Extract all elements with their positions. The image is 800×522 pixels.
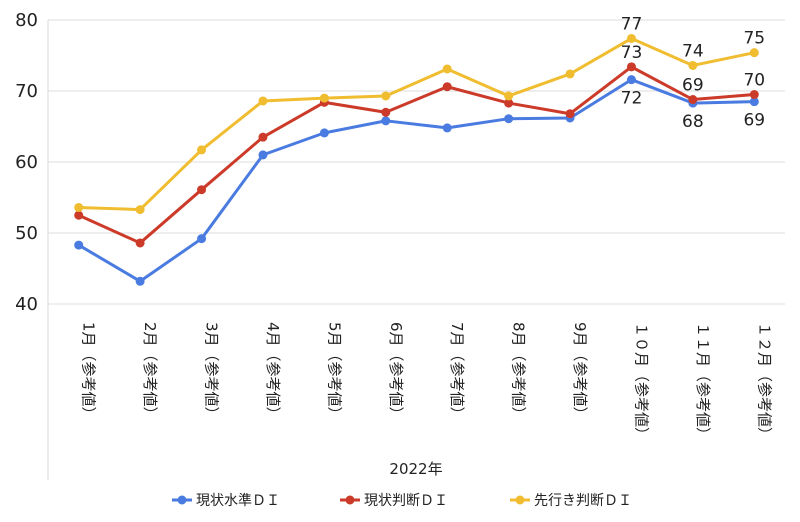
data-point xyxy=(504,98,514,108)
data-point xyxy=(319,128,329,138)
legend-label: 先行き判断ＤＩ xyxy=(534,493,632,509)
legend-item: 現状判断ＤＩ xyxy=(340,493,448,509)
x-tick-label: １２月（参考値） xyxy=(755,322,773,442)
data-point xyxy=(442,123,452,133)
x-tick-label: 3月（参考値） xyxy=(203,322,221,422)
series-3 xyxy=(74,33,759,215)
data-point xyxy=(258,132,268,142)
series-2 xyxy=(74,62,759,248)
y-axis-ticks: 40 50 60 70 80 xyxy=(15,10,38,315)
data-point xyxy=(749,48,759,58)
data-point xyxy=(442,64,452,74)
data-point xyxy=(135,276,145,286)
data-point xyxy=(565,109,575,119)
data-label: 72 xyxy=(621,89,643,109)
legend-item: 現状水準ＤＩ xyxy=(172,493,280,509)
data-point xyxy=(135,238,145,248)
data-point xyxy=(258,96,268,106)
y-tick-label: 80 xyxy=(15,10,38,31)
data-point xyxy=(442,82,452,92)
data-point xyxy=(381,116,391,126)
x-tick-label: 4月（参考値） xyxy=(264,322,282,422)
series-line xyxy=(78,65,755,245)
data-point xyxy=(74,202,84,212)
data-label: 70 xyxy=(743,71,765,91)
x-tick-label: 1月（参考値） xyxy=(80,322,98,422)
data-label: 69 xyxy=(682,76,704,96)
data-point xyxy=(197,145,207,155)
data-point xyxy=(74,240,84,250)
data-label: 73 xyxy=(621,43,643,63)
legend-marker xyxy=(345,495,355,505)
data-label: 68 xyxy=(682,112,704,132)
series-line xyxy=(77,78,755,283)
data-point xyxy=(319,93,329,103)
data-labels: 72 68 69 73 69 70 77 74 75 xyxy=(621,14,765,132)
x-tick-label: 2月（参考値） xyxy=(141,322,159,422)
x-axis-ticks: 1月（参考値） 2月（参考値） 3月（参考値） 4月（参考値） 5月（参考値） 6月（参考… xyxy=(80,322,774,442)
data-point xyxy=(381,91,391,101)
series-line xyxy=(78,36,755,212)
data-point xyxy=(626,33,636,43)
legend-item: 先行き判断ＤＩ xyxy=(510,493,632,509)
legend-label: 現状判断ＤＩ xyxy=(364,493,448,509)
data-point xyxy=(749,90,759,100)
y-tick-label: 60 xyxy=(15,152,38,173)
data-point xyxy=(504,91,514,101)
y-tick-label: 40 xyxy=(15,294,38,315)
data-point xyxy=(258,150,268,160)
data-point xyxy=(197,234,207,244)
x-tick-label: 5月（参考値） xyxy=(325,322,343,422)
y-tick-label: 50 xyxy=(15,223,38,244)
legend-marker xyxy=(515,495,525,505)
data-label: 77 xyxy=(621,14,643,34)
data-label: 75 xyxy=(743,29,765,49)
data-point xyxy=(197,185,207,195)
data-point xyxy=(626,75,636,85)
x-axis-title: 2022年 xyxy=(389,460,442,478)
series-layer xyxy=(74,33,759,286)
y-tick-label: 70 xyxy=(15,81,38,102)
data-point xyxy=(626,62,636,72)
data-point xyxy=(688,95,698,105)
legend-label: 現状水準ＤＩ xyxy=(196,493,280,509)
x-tick-label: １０月（参考値） xyxy=(632,322,650,442)
x-tick-label: 7月（参考値） xyxy=(448,322,466,422)
series-1 xyxy=(74,75,759,286)
x-tick-label: １１月（参考値） xyxy=(694,322,712,442)
x-tick-label: 8月（参考値） xyxy=(510,322,528,422)
data-point xyxy=(565,69,575,79)
legend: 現状水準ＤＩ 現状判断ＤＩ 先行き判断ＤＩ xyxy=(172,493,632,509)
data-label: 69 xyxy=(743,111,765,131)
data-label: 74 xyxy=(682,41,704,61)
data-point xyxy=(135,205,145,215)
legend-marker xyxy=(177,495,187,505)
x-tick-label: 6月（参考値） xyxy=(387,322,405,422)
data-point xyxy=(688,60,698,70)
data-point xyxy=(504,114,514,124)
x-tick-label: 9月（参考値） xyxy=(571,322,589,422)
data-point xyxy=(381,107,391,117)
data-point xyxy=(749,97,759,107)
data-point xyxy=(74,210,84,220)
